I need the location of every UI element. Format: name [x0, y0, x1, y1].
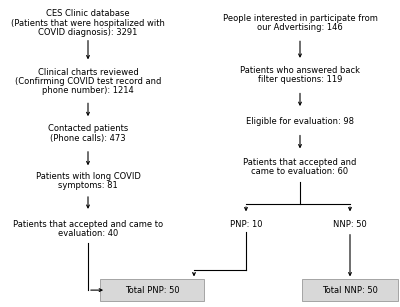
Text: Total NNP: 50: Total NNP: 50	[322, 286, 378, 295]
Text: evaluation: 40: evaluation: 40	[58, 229, 118, 238]
Text: Patients with long COVID: Patients with long COVID	[36, 172, 140, 181]
Text: (Confirming COVID test record and: (Confirming COVID test record and	[15, 77, 161, 86]
Text: phone number): 1214: phone number): 1214	[42, 86, 134, 95]
Text: filter questions: 119: filter questions: 119	[258, 75, 342, 84]
FancyBboxPatch shape	[302, 279, 398, 301]
Text: COVID diagnosis): 3291: COVID diagnosis): 3291	[38, 28, 138, 37]
Text: Clinical charts reviewed: Clinical charts reviewed	[38, 68, 138, 77]
Text: Contacted patients: Contacted patients	[48, 124, 128, 134]
FancyBboxPatch shape	[100, 279, 204, 301]
Text: our Advertising: 146: our Advertising: 146	[257, 23, 343, 32]
Text: Total PNP: 50: Total PNP: 50	[125, 286, 179, 295]
Text: came to evaluation: 60: came to evaluation: 60	[252, 167, 348, 177]
Text: PNP: 10: PNP: 10	[230, 220, 262, 229]
Text: Eligible for evaluation: 98: Eligible for evaluation: 98	[246, 117, 354, 126]
Text: Patients that accepted and: Patients that accepted and	[243, 158, 357, 167]
Text: (Patients that were hospitalized with: (Patients that were hospitalized with	[11, 18, 165, 28]
Text: (Phone calls): 473: (Phone calls): 473	[50, 134, 126, 143]
Text: symptoms: 81: symptoms: 81	[58, 181, 118, 190]
Text: Patients who answered back: Patients who answered back	[240, 66, 360, 75]
Text: NNP: 50: NNP: 50	[333, 220, 367, 229]
Text: People interested in participate from: People interested in participate from	[222, 14, 378, 23]
Text: Patients that accepted and came to: Patients that accepted and came to	[13, 220, 163, 229]
Text: CES Clinic database: CES Clinic database	[46, 9, 130, 18]
